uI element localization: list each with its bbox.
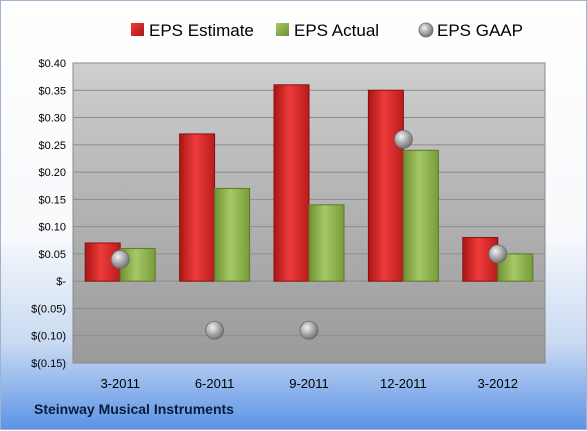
legend-swatch-eps-gaap [418, 22, 434, 38]
y-tick-label: $0.05 [38, 249, 66, 261]
bar-eps-actual [214, 187, 251, 282]
bar-eps-estimate [273, 84, 310, 282]
company-title: Steinway Musical Instruments [34, 401, 234, 417]
gaap-markers [110, 129, 508, 340]
marker-eps-gaap [110, 249, 130, 269]
legend-swatch-eps-estimate [131, 23, 144, 36]
bar-eps-actual [308, 204, 345, 282]
y-tick-label: $0.30 [38, 113, 66, 125]
bar-eps-estimate [367, 89, 404, 282]
x-axis-labels: 3-2011 6-2011 9-2011 12-2011 3-2012 [100, 376, 518, 391]
legend-label: EPS Estimate [149, 21, 254, 40]
bar-eps-actual [402, 149, 439, 282]
y-tick-label: $(0.10) [31, 331, 66, 343]
y-tick-label: $0.15 [38, 194, 66, 206]
y-tick-label: $0.40 [38, 58, 66, 70]
y-tick-label: $0.25 [38, 140, 66, 152]
x-category-label: 3-2011 [100, 376, 140, 391]
y-tick-label: $(0.05) [31, 303, 66, 315]
bars [84, 84, 534, 282]
marker-eps-gaap [393, 129, 413, 149]
marker-eps-gaap [488, 244, 508, 264]
y-tick-label: $(0.15) [31, 358, 66, 370]
legend-label: EPS GAAP [437, 21, 523, 40]
legend-swatch-eps-actual [276, 23, 289, 36]
y-axis-labels: $0.40 $0.35 $0.30 $0.25 $0.20 $0.15 $0.10 $0.05… [31, 58, 66, 370]
legend: EPS Estimate EPS Actual EPS GAAP [131, 21, 523, 40]
x-category-label: 9-2011 [289, 376, 329, 391]
legend-label: EPS Actual [294, 21, 379, 40]
y-tick-label: $0.20 [38, 167, 66, 179]
y-tick-label: $- [56, 276, 66, 288]
y-tick-label: $0.35 [38, 85, 66, 97]
bar-eps-estimate [179, 133, 216, 282]
marker-eps-gaap [205, 320, 225, 340]
x-category-label: 12-2011 [380, 376, 427, 391]
x-category-label: 3-2012 [478, 376, 518, 391]
y-tick-label: $0.10 [38, 222, 66, 234]
x-category-label: 6-2011 [195, 376, 235, 391]
marker-eps-gaap [299, 320, 319, 340]
